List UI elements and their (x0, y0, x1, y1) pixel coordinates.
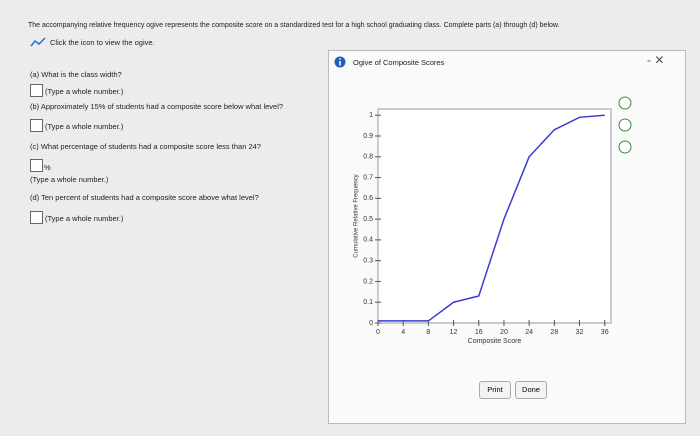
popup-title: Ogive of Composite Scores (353, 58, 445, 67)
print-button[interactable]: Print (479, 381, 511, 399)
y-axis-label: Cumulative Relative Frequency (354, 174, 360, 257)
x-tick-label: 32 (576, 329, 584, 336)
zoom-icons[interactable] (618, 96, 632, 154)
question: (a) What is the class width? (30, 70, 122, 79)
hint: (Type a whole number.) (45, 87, 124, 96)
x-tick-label: 0 (376, 329, 380, 336)
hint: (Type a whole number.) (45, 122, 124, 131)
x-tick-label: 36 (601, 329, 609, 336)
y-tick-label: 0.7 (363, 174, 373, 181)
popup: Ogive of Composite Scores - ✕ 0 0.1 0.2 0.3… (328, 50, 686, 424)
x-tick-label: 28 (550, 329, 558, 336)
x-axis-label: Composite Score (468, 338, 522, 345)
unit: % (44, 163, 51, 172)
answer-box[interactable] (30, 84, 43, 97)
x-tick-label: 20 (500, 329, 508, 336)
y-tick-label: 1 (369, 112, 373, 119)
question: (c) What percentage of students had a co… (30, 142, 261, 151)
y-tick-label: 0.8 (363, 154, 373, 161)
y-tick-label: 0.9 (363, 133, 373, 140)
question: (b) Approximately 15% of students had a … (30, 102, 284, 111)
answer-box[interactable] (30, 211, 43, 224)
y-tick-label: 0.1 (363, 299, 373, 306)
info-icon (334, 56, 346, 68)
y-tick-label: 0.6 (363, 195, 373, 202)
x-tick-label: 4 (401, 329, 405, 336)
y-tick-label: 0.4 (363, 237, 373, 244)
y-tick-label: 0.3 (363, 258, 373, 265)
done-button[interactable]: Done (515, 381, 547, 399)
hint: (Type a whole number.) (30, 175, 109, 184)
x-tick-label: 12 (450, 329, 458, 336)
plot-area (377, 108, 612, 324)
instruction: The accompanying relative frequency ogiv… (28, 22, 560, 29)
x-tick-label: 16 (475, 329, 483, 336)
graph-icon[interactable] (30, 37, 46, 47)
x-tick-label: 24 (525, 329, 533, 336)
answer-box[interactable] (30, 159, 43, 172)
ogive-line (378, 114, 605, 322)
x-tick-label: 8 (426, 329, 430, 336)
minimize-button[interactable]: - ✕ (647, 53, 665, 67)
question: (d) Ten percent of students had a compos… (30, 193, 259, 202)
chart: 0 0.1 0.2 0.3 0.4 0.5 0.6 0.7 0.8 0.9 1 0 4 8 12 16 20 24… (354, 96, 632, 345)
y-tick-label: 0.2 (363, 278, 373, 285)
y-tick-label: 0.5 (363, 216, 373, 223)
icon-link[interactable]: Click the icon to view the ogive. (50, 38, 155, 47)
y-tick-label: 0 (369, 320, 373, 327)
hint: (Type a whole number.) (45, 214, 124, 223)
answer-box[interactable] (30, 119, 43, 132)
